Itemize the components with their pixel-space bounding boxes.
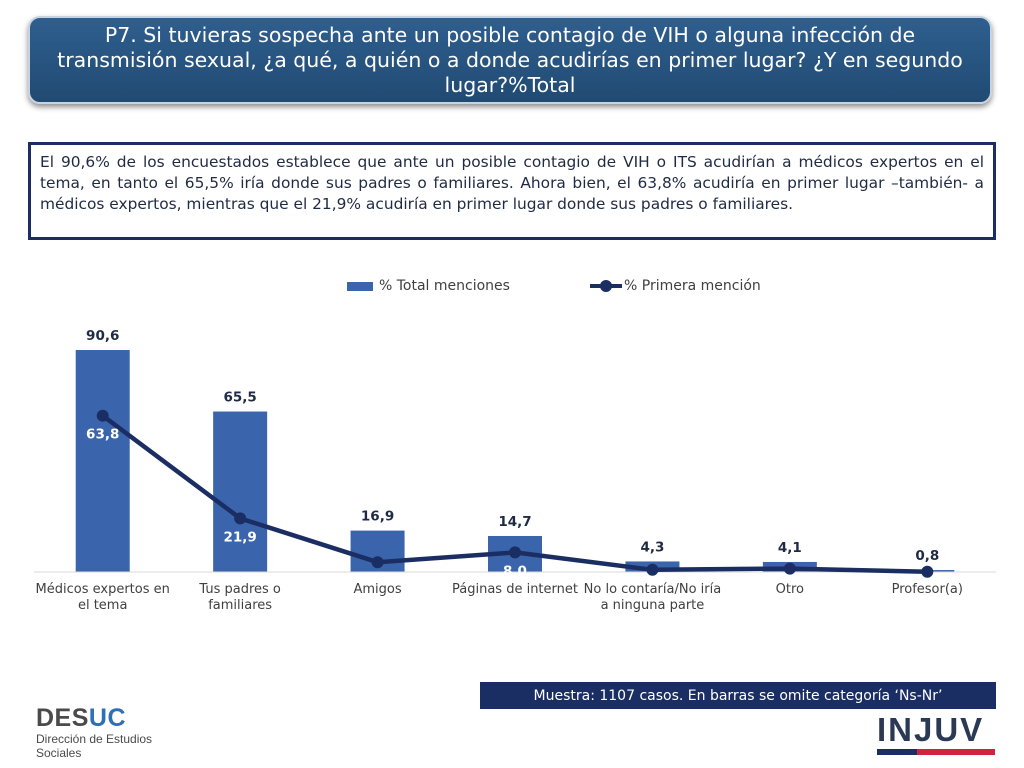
chart-area: 90,6 65,5 16,9 14,7 4,3 4,1 0,8 63,8 21,9 4,0 8,0… xyxy=(34,328,996,613)
injuv-logo-stripe xyxy=(877,749,995,755)
line-value-label-4: 0,9 xyxy=(640,581,664,597)
line-point-1 xyxy=(234,512,247,525)
desuc-logo-part-b: UC xyxy=(88,704,127,732)
line-value-label-5: 1,4 xyxy=(778,580,802,596)
line-point-6 xyxy=(921,565,934,578)
category-label-0-1: el tema xyxy=(78,598,127,613)
line-value-label-0: 63,8 xyxy=(86,427,119,443)
legend-label-first: % Primera mención xyxy=(624,278,761,294)
desuc-logo-part-a: DES xyxy=(36,704,89,732)
bar-value-label-5: 4,1 xyxy=(778,540,802,556)
chart-legend: % Total menciones % Primera mención xyxy=(0,278,1024,298)
line-value-label-1: 21,9 xyxy=(223,529,256,545)
summary-text: El 90,6% de los encuestados establece qu… xyxy=(40,153,984,213)
legend-label-total: % Total menciones xyxy=(379,278,510,294)
desuc-logo-subtitle-1: Dirección de Estudios xyxy=(36,732,153,746)
bar-value-label-3: 14,7 xyxy=(498,514,531,530)
line-point-2 xyxy=(371,556,384,569)
legend-item-total: % Total menciones xyxy=(347,278,510,294)
line-value-label-3: 8,0 xyxy=(503,563,527,579)
category-label-5-0: Otro xyxy=(776,582,804,597)
category-label-3-0: Páginas de internet xyxy=(452,582,578,597)
category-label-1-1: familiares xyxy=(208,598,272,613)
bar-1 xyxy=(213,411,268,572)
sample-note: Muestra: 1107 casos. En barras se omite … xyxy=(480,682,996,709)
category-label-6-0: Profesor(a) xyxy=(892,582,963,597)
injuv-logo: INJUV xyxy=(877,712,995,755)
injuv-logo-mark: INJUV xyxy=(877,711,985,748)
line-point-0 xyxy=(96,409,109,422)
line-point-5 xyxy=(783,562,796,575)
page-title-text: P7. Si tuvieras sospecha ante un posible… xyxy=(57,22,963,97)
bar-value-label-6: 0,8 xyxy=(915,548,939,564)
category-label-4-1: a ninguna parte xyxy=(601,598,705,613)
legend-line-swatch xyxy=(590,280,622,292)
legend-bar-swatch xyxy=(347,281,373,291)
bar-value-label-4: 4,3 xyxy=(640,539,664,555)
bar-0 xyxy=(75,350,130,572)
line-point-4 xyxy=(646,563,659,576)
sample-note-text: Muestra: 1107 casos. En barras se omite … xyxy=(533,687,943,704)
category-label-0-0: Médicos expertos en xyxy=(36,582,170,597)
category-label-1-0: Tus padres o xyxy=(198,582,281,597)
bar-value-label-1: 65,5 xyxy=(223,390,256,406)
bar-value-label-0: 90,6 xyxy=(86,328,119,344)
line-point-3 xyxy=(509,546,521,559)
category-label-4-0: No lo contaría/No iría xyxy=(584,582,722,597)
desuc-logo: DESUC Dirección de Estudios Sociales xyxy=(36,704,152,760)
summary-box: El 90,6% de los encuestados establece qu… xyxy=(28,142,996,240)
line-value-label-6: 0,1 xyxy=(915,583,939,599)
page-title: P7. Si tuvieras sospecha ante un posible… xyxy=(28,16,992,104)
category-label-2-0: Amigos xyxy=(353,582,401,597)
legend-item-first: % Primera mención xyxy=(590,278,761,294)
desuc-logo-subtitle-2: Sociales xyxy=(36,746,82,760)
line-value-label-2: 4,0 xyxy=(366,573,390,589)
desuc-logo-mark: DESUC xyxy=(36,704,152,732)
bar-value-label-2: 16,9 xyxy=(361,509,394,525)
